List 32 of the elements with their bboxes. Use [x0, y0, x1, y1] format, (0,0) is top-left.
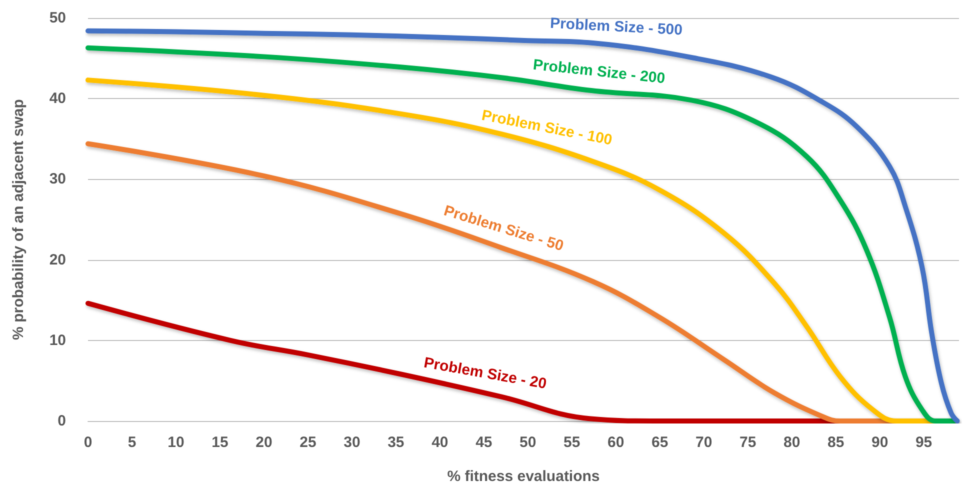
y-tick-label: 30: [49, 170, 66, 188]
x-tick-label: 65: [652, 434, 668, 451]
y-tick-label: 10: [49, 332, 66, 349]
x-tick-label: 75: [740, 434, 756, 451]
x-tick-label: 95: [915, 434, 932, 451]
y-axis-title: % probability of an adjacent swap: [10, 99, 27, 340]
x-tick-label: 50: [520, 434, 536, 451]
x-tick-label: 90: [871, 434, 888, 451]
text: Problem Size - 100: [480, 106, 614, 149]
x-tick-label: 0: [84, 434, 92, 451]
text: Problem Size - 200: [532, 56, 666, 88]
y-tick-label: 20: [49, 251, 66, 268]
x-tick-label: 35: [388, 434, 404, 451]
x-tick-label: 10: [168, 434, 184, 451]
x-axis-title: % fitness evaluations: [447, 468, 600, 485]
x-tick-label: 15: [212, 434, 228, 451]
x-tick-label: 25: [300, 434, 316, 451]
x-tick-label: 55: [564, 434, 580, 451]
x-tick-label: 60: [608, 434, 624, 451]
x-tick-label: 40: [432, 434, 448, 451]
text: Problem Size - 20: [422, 354, 548, 393]
x-tick-label: 30: [344, 434, 360, 451]
x-tick-label: 5: [128, 434, 136, 451]
y-tick-label: 40: [49, 90, 66, 108]
x-tick-label: 45: [476, 434, 492, 451]
series-label: Problem Size - 500: [550, 14, 683, 39]
x-tick-label: 70: [696, 434, 712, 451]
y-tick-label: 0: [58, 412, 66, 430]
x-tick-label: 80: [783, 434, 800, 451]
x-tick-label: 85: [827, 434, 844, 451]
y-tick-label: 50: [49, 10, 66, 26]
x-tick-label: 20: [256, 434, 272, 451]
